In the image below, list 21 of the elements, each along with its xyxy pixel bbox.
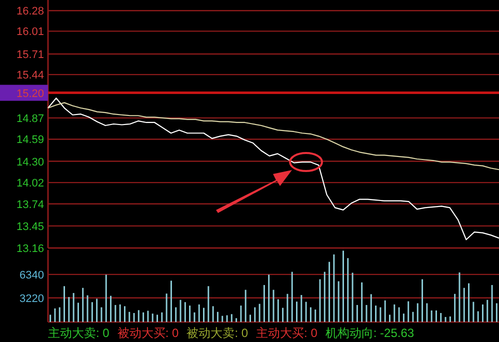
y-tick-label: 3220 bbox=[20, 292, 44, 305]
text: 被动大买: 0 bbox=[117, 326, 180, 340]
y-tick-label: 16.01 bbox=[16, 26, 44, 38]
line-series bbox=[47, 98, 499, 240]
text: 被动大卖: 0 bbox=[186, 326, 248, 340]
text: 主动大买: 0 bbox=[256, 326, 318, 340]
y-tick-label: 13.45 bbox=[16, 220, 44, 233]
y-tick-label: 14.59 bbox=[16, 134, 44, 146]
y-tick-label: 13.16 bbox=[16, 243, 44, 255]
y-tick-label: 14.87 bbox=[16, 112, 44, 125]
y-tick-label: 13.74 bbox=[16, 198, 44, 211]
y-tick-label: 14.02 bbox=[16, 178, 44, 190]
line-series bbox=[47, 102, 499, 170]
y-tick-label: 16.28 bbox=[16, 6, 44, 18]
y-tick-label: 15.71 bbox=[16, 49, 44, 62]
text: 主动大卖: 0 bbox=[48, 326, 110, 340]
ref-line-label: 15.20 bbox=[16, 88, 44, 100]
y-tick-label: 15.44 bbox=[16, 70, 44, 82]
y-tick-label: 14.30 bbox=[16, 156, 44, 168]
y-tick-label: 6340 bbox=[20, 269, 44, 282]
text: 机构动向: -25.63 bbox=[325, 326, 414, 340]
